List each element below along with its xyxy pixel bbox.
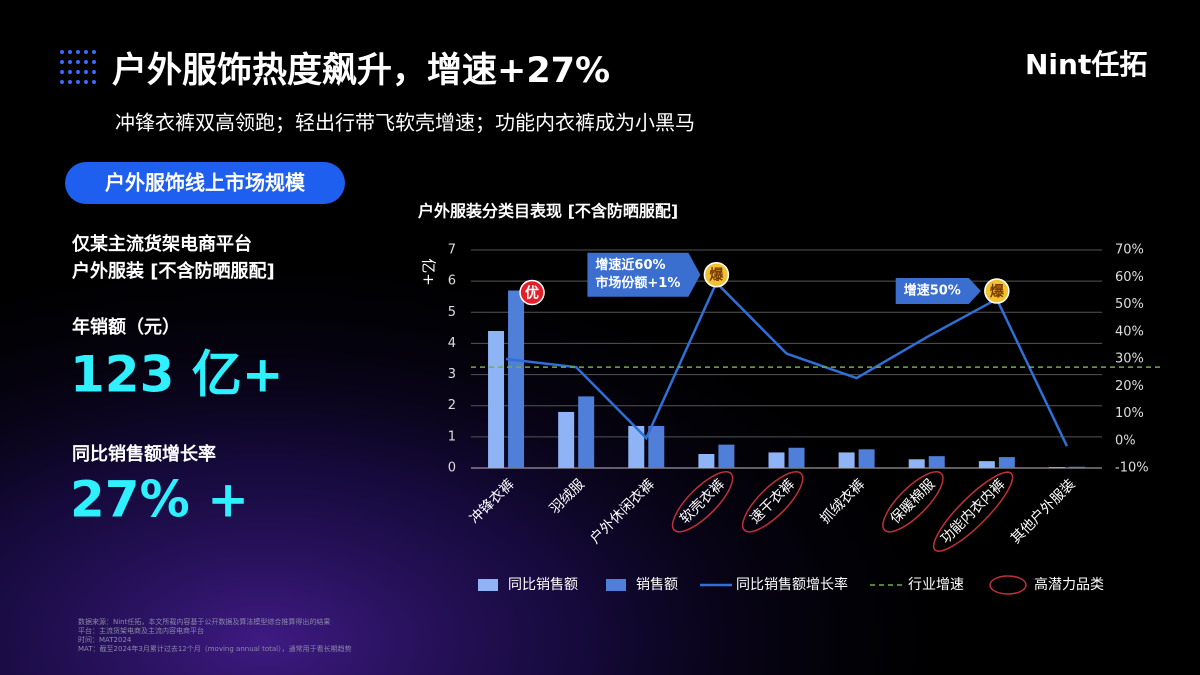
legend-swatch (606, 579, 626, 591)
sales-value: 123 亿+ (70, 346, 284, 404)
annotation-box (895, 278, 981, 305)
marker-text: 优 (525, 284, 539, 301)
legend-label: 同比销售额 (508, 577, 578, 593)
bar (508, 290, 525, 468)
marker-text: 爆 (709, 267, 724, 284)
legend-swatch (989, 575, 1027, 595)
annotation-text: 增速50% (904, 283, 961, 299)
marker-badge (519, 279, 545, 306)
y-tick-label: 3 (448, 367, 456, 382)
y2-tick-label: 0% (1115, 433, 1136, 448)
highlight-ring (741, 471, 804, 533)
y-tick-label: 0 (448, 461, 456, 476)
badge: 户外服饰线上市场规模 (105, 171, 306, 195)
y2-tick-label: 20% (1115, 379, 1144, 394)
bar (978, 461, 995, 468)
y2-tick-label: 30% (1115, 352, 1144, 367)
annotation: 增速50% (895, 278, 981, 305)
y-tick-label: 1 (448, 429, 456, 444)
dots-icon (60, 50, 96, 84)
y2-tick-label: 50% (1115, 297, 1144, 312)
bar (718, 444, 735, 468)
bar (1068, 466, 1085, 468)
bar (648, 425, 665, 468)
bar (768, 452, 785, 468)
growth-label: 同比销售额增长率 (72, 443, 216, 465)
sales-label: 年销额（元） (72, 316, 180, 338)
footnote-line: 平台：主流货架电商及主流内容电商平台 (78, 626, 204, 635)
line (505, 280, 1069, 447)
legend-swatch (478, 579, 498, 591)
marker-badge (984, 278, 1010, 304)
annotation-text: 市场份额+1% (595, 275, 680, 291)
footnote: 数据来源：Nint任拓，本文所载内容基于公开数据及算法模型综合推算得出的结果平台… (78, 617, 352, 653)
marker-badge (703, 261, 730, 288)
y-tick-label: 5 (448, 305, 456, 320)
y-label: 亿+ (420, 258, 438, 286)
bar (558, 411, 575, 468)
legend-label: 销售额 (636, 577, 678, 593)
bar (578, 396, 595, 468)
y2-tick-label: 60% (1115, 270, 1144, 285)
title: 户外服饰热度飙升，增速+27% (112, 51, 610, 91)
footnote-line: MAT：截至2024年3月累计过去12个月（moving annual tota… (78, 644, 352, 653)
badge-bg (65, 162, 345, 204)
bar (928, 456, 945, 468)
y-tick-label: 6 (448, 274, 456, 289)
bar (858, 449, 875, 468)
bar (698, 453, 715, 468)
footnote-line: 时间：MAT2024 (78, 635, 132, 644)
legend-label: 行业增速 (908, 577, 964, 593)
chart-title: 户外服装分类目表现 [不含防晒服配] (418, 202, 678, 221)
footnote-line: 数据来源：Nint任拓，本文所载内容基于公开数据及算法模型综合推算得出的结果 (78, 617, 330, 626)
bar (788, 447, 805, 468)
y-tick-label: 2 (448, 398, 456, 413)
subtitle: 冲锋衣裤双高领跑；轻出行带飞软壳增速；功能内衣裤成为小黑马 (115, 111, 695, 135)
scope: 仅某主流货架电商平台 (71, 233, 252, 255)
highlight-ring (932, 471, 1014, 552)
highlight-ring (671, 471, 734, 533)
growth-value: 27% + (70, 471, 249, 529)
y2-tick-label: 40% (1115, 324, 1144, 339)
y-tick-label: 7 (448, 243, 456, 258)
marker-text: 爆 (990, 283, 1005, 300)
y-tick-label: 4 (448, 336, 456, 351)
bar (838, 452, 855, 468)
scope: 户外服装 [不含防晒服配] (72, 260, 275, 282)
bar (998, 457, 1015, 468)
annotation-box (587, 252, 701, 297)
bar (488, 330, 505, 468)
annotation-text: 增速近60% (595, 257, 665, 273)
logo: Nint任拓 (1025, 48, 1147, 81)
legend-label: 高潜力品类 (1034, 576, 1104, 593)
bar (908, 459, 925, 468)
y2-tick-label: -10% (1115, 461, 1149, 476)
bar (1048, 467, 1065, 468)
y2-tick-label: 70% (1115, 243, 1144, 258)
y2-tick-label: 10% (1115, 406, 1144, 421)
bar (628, 425, 645, 468)
highlight-ring (882, 471, 944, 533)
annotation: 增速近60% 市场份额+1% (587, 252, 701, 297)
legend-label: 同比销售额增长率 (736, 576, 848, 593)
